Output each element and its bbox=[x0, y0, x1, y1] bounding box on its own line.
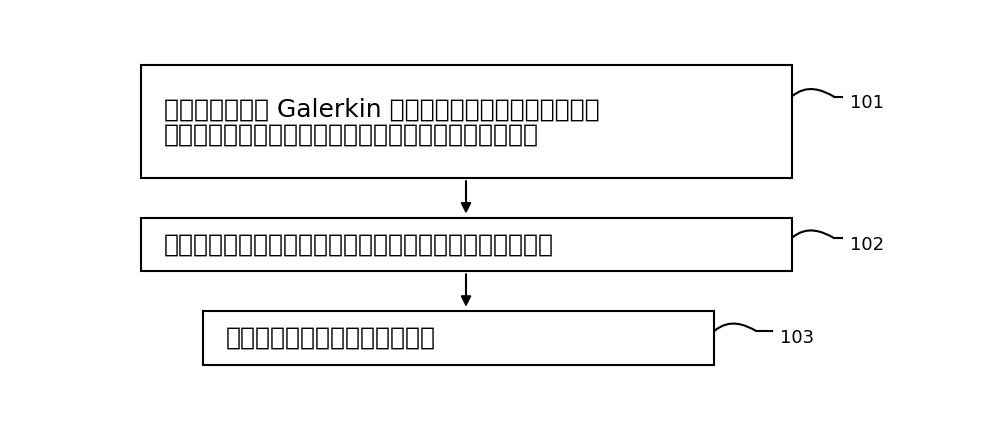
Text: 计算所述局部均衡域的相关流量: 计算所述局部均衡域的相关流量 bbox=[226, 326, 436, 350]
FancyBboxPatch shape bbox=[140, 65, 792, 178]
FancyBboxPatch shape bbox=[202, 311, 714, 365]
Text: 101: 101 bbox=[850, 95, 884, 112]
Text: 103: 103 bbox=[780, 329, 814, 347]
Text: 将所述原始三角形单元网格进行细化，从而构造局部均衡域: 将所述原始三角形单元网格进行细化，从而构造局部均衡域 bbox=[164, 233, 554, 257]
Text: 102: 102 bbox=[850, 236, 884, 254]
Text: 利用三角形连续 Galerkin 有限单元法求解地下水流数值模: 利用三角形连续 Galerkin 有限单元法求解地下水流数值模 bbox=[164, 97, 599, 121]
Text: 型，形成原始三角形单元网格并获得地下水的水头场数据: 型，形成原始三角形单元网格并获得地下水的水头场数据 bbox=[164, 122, 539, 146]
FancyBboxPatch shape bbox=[140, 218, 792, 271]
